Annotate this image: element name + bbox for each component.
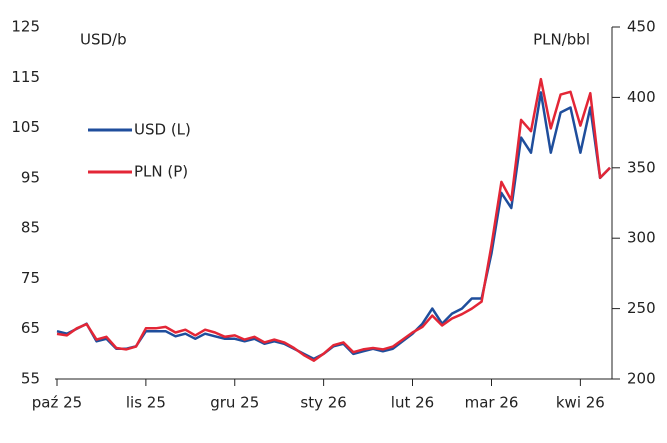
- y2-tick-label: 450: [627, 18, 656, 36]
- y2-tick-label: 250: [627, 299, 656, 317]
- y-tick-label: 105: [11, 118, 40, 136]
- y2-tick-label: 300: [627, 229, 656, 247]
- x-tick-label: paź 25: [32, 394, 82, 412]
- x-tick-label: lut 26: [391, 394, 434, 412]
- y-tick-label: 95: [21, 168, 40, 186]
- y-tick-label: 125: [11, 18, 40, 36]
- x-tick-label: lis 25: [126, 394, 166, 412]
- y-tick-label: 65: [21, 319, 40, 337]
- y-tick-label: 85: [21, 219, 40, 237]
- legend-label: USD (L): [134, 121, 191, 139]
- x-tick-label: gru 25: [210, 394, 259, 412]
- x-tick-label: mar 26: [465, 394, 519, 412]
- y-tick-label: 75: [21, 269, 40, 287]
- legend-label: PLN (P): [134, 163, 188, 181]
- y-axis-label: USD/b: [80, 31, 127, 49]
- y2-tick-label: 200: [627, 370, 656, 388]
- x-tick-label: kwi 26: [556, 394, 605, 412]
- y2-tick-label: 400: [627, 88, 656, 106]
- y-tick-label: 115: [11, 68, 40, 86]
- y2-tick-label: 350: [627, 158, 656, 176]
- y-tick-label: 55: [21, 370, 40, 388]
- y2-axis-label: PLN/bbl: [533, 31, 590, 49]
- series-line: [56, 77, 611, 362]
- x-tick-label: sty 26: [300, 394, 346, 412]
